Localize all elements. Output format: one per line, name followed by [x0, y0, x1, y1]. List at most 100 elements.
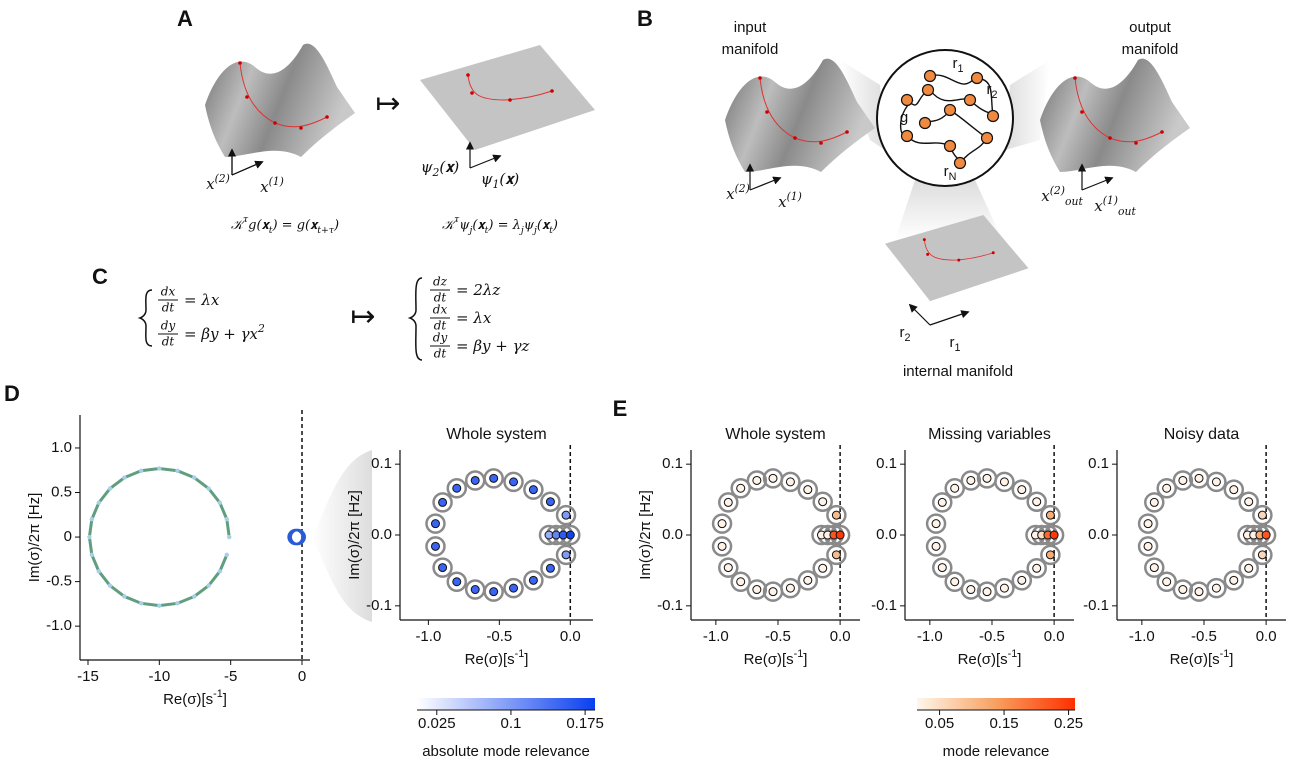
equation: 𝒦τg(𝐱t) = g(𝐱t+τ) — [231, 214, 339, 236]
y-tick-label: -0.1 — [366, 597, 392, 614]
brace — [140, 290, 152, 346]
mode-point — [753, 586, 761, 594]
point — [225, 553, 229, 557]
mode-point — [562, 551, 570, 559]
point — [218, 501, 222, 505]
point — [206, 583, 210, 587]
axis-label: x(2) — [206, 172, 230, 193]
x-tick-label: -0.5 — [1191, 628, 1217, 645]
mode-point — [546, 498, 554, 506]
mode-point — [562, 511, 570, 519]
equation-rhs: = λx — [456, 309, 492, 327]
text-part: -1 — [1220, 648, 1230, 660]
mode-point — [1258, 511, 1266, 519]
x-tick-label: -0.5 — [765, 628, 791, 645]
manifold-title: input — [734, 19, 767, 36]
mode-point — [471, 586, 479, 594]
brace — [410, 278, 422, 360]
y-tick-label: 0.0 — [662, 526, 683, 543]
colorbar — [417, 698, 595, 710]
mode-point — [786, 584, 794, 592]
text-part: = βy + γx — [184, 325, 259, 343]
axis-label: x(2)out — [1041, 184, 1083, 208]
text-part: 1 — [492, 178, 499, 191]
x-tick-label: -1.0 — [415, 628, 441, 645]
y-axis-label: Im(σ)/2π [Hz] — [26, 493, 43, 583]
mode-point — [983, 474, 991, 482]
mode-point — [832, 551, 840, 559]
colorbar-tick-label: 0.025 — [418, 715, 456, 732]
mode-point — [1150, 564, 1158, 572]
mode-point — [737, 578, 745, 586]
text-part: (𝐱) — [499, 170, 519, 188]
mode-point — [453, 578, 461, 586]
axis-arrow — [910, 305, 930, 325]
mode-point — [439, 564, 447, 572]
mode-point — [753, 476, 761, 484]
point — [206, 486, 210, 490]
mode-point — [490, 588, 498, 596]
output-manifold — [1040, 59, 1190, 172]
y-tick-label: -0.5 — [46, 573, 72, 590]
chart-title: Missing variables — [928, 426, 1051, 443]
panel-label: E — [613, 396, 628, 421]
text-part: 2 — [991, 89, 997, 101]
axis-arrow — [232, 162, 262, 175]
fraction-num: dz — [433, 275, 448, 289]
colorbar-tick-label: 0.175 — [566, 715, 604, 732]
axis-arrow — [470, 156, 500, 168]
fraction-den: dt — [162, 301, 175, 315]
y-tick-label: -1.0 — [46, 617, 72, 634]
point — [227, 535, 231, 539]
text-part: 1 — [954, 342, 960, 354]
mode-point — [471, 476, 479, 484]
text-part: Re(σ)[s — [744, 651, 794, 668]
colorbar-tick-label: 0.1 — [501, 715, 522, 732]
mode-point — [938, 564, 946, 572]
mode-point — [453, 484, 461, 492]
fraction-den: dt — [162, 335, 175, 349]
point — [218, 569, 222, 573]
fraction-den: dt — [434, 347, 447, 361]
y-tick-label: 0.0 — [1088, 526, 1109, 543]
fraction-num: dx — [433, 303, 448, 317]
x-tick-label: 0.0 — [830, 628, 851, 645]
y-tick-label: 0.1 — [876, 455, 897, 472]
text-part: ) = g(𝐱 — [271, 218, 319, 233]
y-tick-label: 0.0 — [371, 526, 392, 543]
mode-point — [1230, 486, 1238, 494]
text-part: -1 — [794, 648, 804, 660]
mode-point — [566, 531, 574, 539]
axis-label: x(1) — [778, 190, 802, 211]
y-axis-label: Im(σ)/2π [Hz] — [346, 490, 363, 580]
mode-point — [1000, 584, 1008, 592]
mode-point — [1033, 498, 1041, 506]
mode-point — [832, 511, 840, 519]
y-tick-label: -0.1 — [871, 597, 897, 614]
x-tick-label: -1.0 — [1129, 628, 1155, 645]
text-part: ] — [803, 651, 807, 668]
mode-point — [951, 484, 959, 492]
x-tick-label: -10 — [148, 668, 170, 685]
equation-rhs: = βy + γx2 — [184, 322, 265, 343]
mode-point — [967, 476, 975, 484]
mode-point — [804, 576, 812, 584]
manifold-title: manifold — [1122, 41, 1179, 58]
text-part: ] — [524, 651, 528, 668]
colorbar-label: absolute mode relevance — [422, 743, 590, 760]
y-tick-label: 0.1 — [371, 455, 392, 472]
x-tick-label: -0.5 — [486, 628, 512, 645]
point — [139, 601, 143, 605]
point — [139, 469, 143, 473]
x-axis-label: Re(σ)[s-1] — [1170, 648, 1234, 668]
point — [90, 553, 94, 557]
mode-point — [1212, 584, 1220, 592]
axis-label: x(1) — [260, 175, 284, 196]
mode-point — [819, 498, 827, 506]
text-part: (1) — [787, 190, 802, 203]
mode-point — [1018, 486, 1026, 494]
mapsto: ↦ — [375, 87, 400, 120]
y-tick-label: -0.1 — [1083, 597, 1109, 614]
mode-point — [510, 478, 518, 486]
equation: 𝒦τψj(𝐱t) = λjψj(𝐱t) — [442, 214, 558, 236]
